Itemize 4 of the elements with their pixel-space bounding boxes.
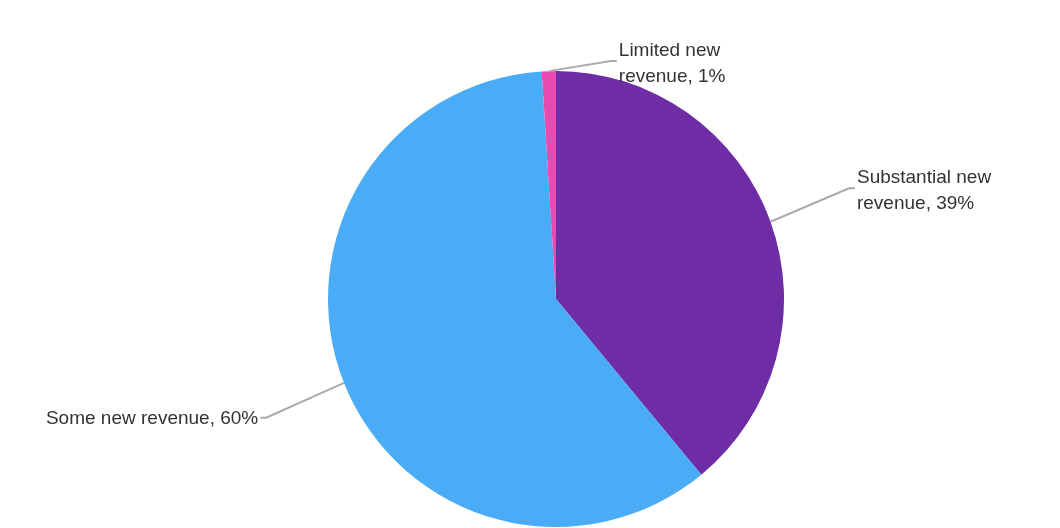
slice-label: Limited new revenue, 1% [618,39,726,86]
slice-label: Substantial new revenue, 39% [856,166,992,214]
slice-label: Some new revenue, 60% [45,406,259,428]
pie-slice [556,71,784,475]
